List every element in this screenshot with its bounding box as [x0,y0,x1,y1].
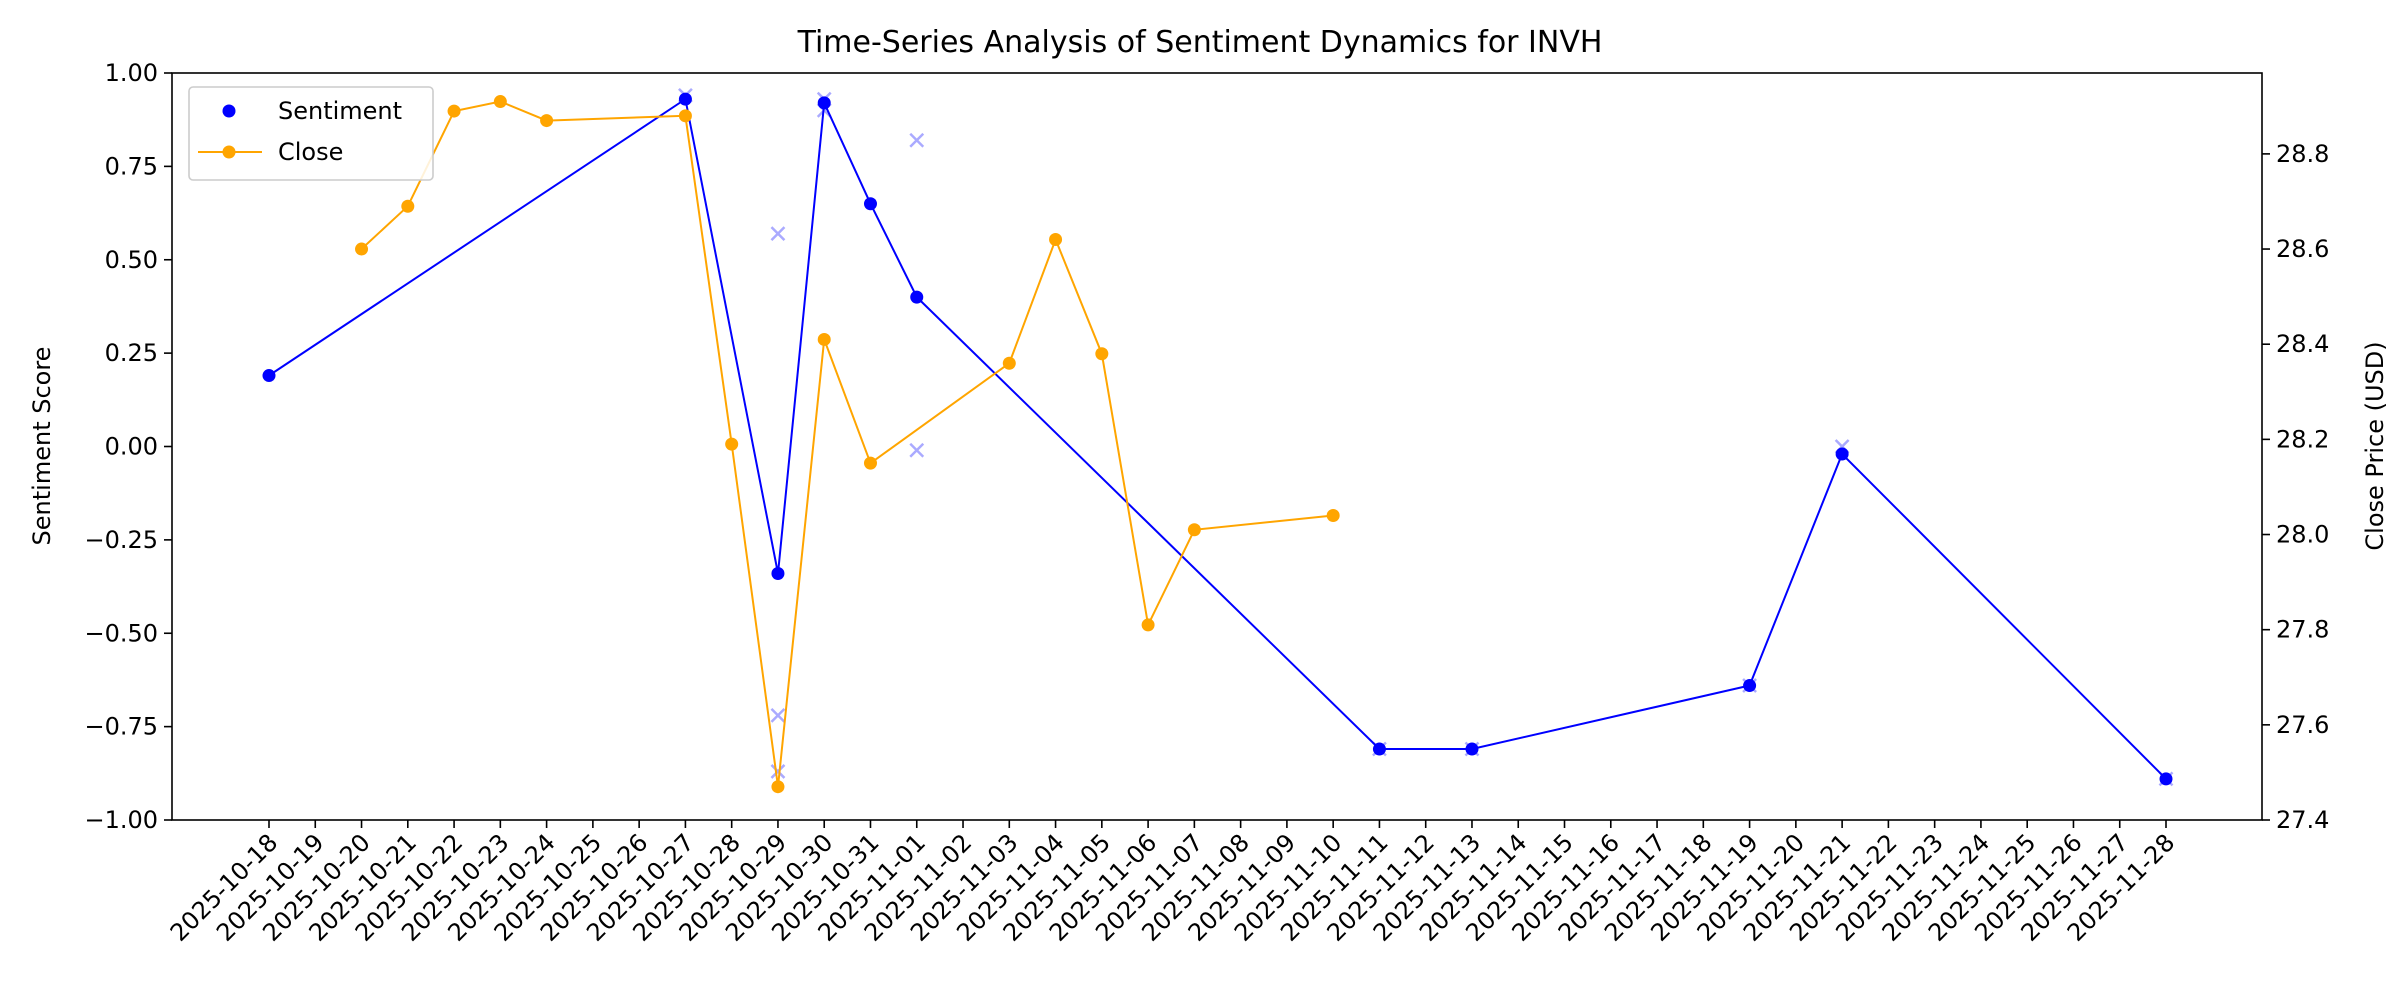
raw-point-stroke [770,708,786,723]
legend-sentiment-marker [222,104,236,118]
close-point [493,95,507,109]
raw-point-stroke [909,132,925,148]
y-right-tick-label: 28.8 [2276,140,2329,168]
raw-sentiment-point [909,132,925,148]
y-right-tick-label: 28.4 [2276,330,2329,358]
close-point [1326,508,1340,522]
close-point [1141,618,1155,632]
raw-point-stroke [770,764,786,779]
close-point [771,780,785,794]
raw-point-stroke [770,226,786,241]
close-point [863,456,877,470]
close-point [447,104,461,118]
y-axis-right-title: Close Price (USD) [2361,341,2389,550]
legend-close-marker [222,145,236,159]
close-point [725,437,739,451]
close-point [817,332,831,346]
close-series-line [360,100,1334,787]
close-point [1095,347,1109,361]
close-point [1002,356,1016,370]
raw-sentiment-point [909,442,925,458]
legend: Sentiment Close [188,86,434,181]
y-left-tick-label: −1.00 [84,806,158,834]
legend-sentiment-label: Sentiment [278,97,402,125]
close-point [401,199,415,213]
y-right-tick-label: 28.0 [2276,521,2329,549]
sentiment-point [1465,742,1479,756]
sentiment-point [910,290,924,304]
close-point [1049,233,1063,247]
y-left-tick-label: −0.75 [84,713,158,741]
y-left-tick-label: 0.25 [105,339,158,367]
y-left-tick-label: 0.75 [105,152,158,180]
close-point [1187,523,1201,537]
sentiment-point [1835,447,1849,461]
sentiment-point [1743,679,1757,693]
plot-frame [171,72,2263,821]
y-axis-left-title: Sentiment Score [28,347,56,546]
sentiment-point [2159,772,2173,786]
plot-area [262,88,2174,794]
sentiment-point [678,92,692,106]
raw-sentiment-point [770,764,786,779]
sentiment-point [817,96,831,110]
legend-box [188,86,434,181]
legend-close-label: Close [278,138,343,166]
y-right-tick-label: 27.8 [2276,616,2329,644]
y-left-tick-label: 0.50 [105,246,158,274]
sentiment-point [863,197,877,211]
sentiment-series-line [268,97,2167,780]
y-right-tick-label: 28.6 [2276,235,2329,263]
close-point [355,242,369,256]
y-left-tick-label: −0.25 [84,526,158,554]
raw-sentiment-point [770,226,786,241]
x-axis: 2025-10-182025-10-192025-10-202025-10-21… [165,820,2180,947]
close-point [540,114,554,128]
sentiment-point [771,566,785,580]
close-point [678,109,692,123]
y-left-tick-label: 0.00 [105,433,158,461]
y-left-tick-label: 1.00 [105,59,158,87]
chart-title: Time-Series Analysis of Sentiment Dynami… [797,25,1603,60]
raw-sentiment-point [770,708,786,723]
y-right-tick-label: 28.2 [2276,425,2329,453]
sentiment-point [262,369,276,383]
y-left-tick-label: −0.50 [84,619,158,647]
raw-point-stroke [909,442,925,458]
y-right-tick-label: 27.4 [2276,806,2329,834]
y-axis-left: 1.00 0.75 0.50 0.25 0.00 −0.25 −0.50 −0.75 −1.00 [84,59,172,834]
y-axis-right: 28.8 28.6 28.4 28.2 28.0 27.8 27.6 27.4 [2262,140,2329,834]
y-right-tick-label: 27.6 [2276,711,2329,739]
sentiment-point [1372,742,1386,756]
